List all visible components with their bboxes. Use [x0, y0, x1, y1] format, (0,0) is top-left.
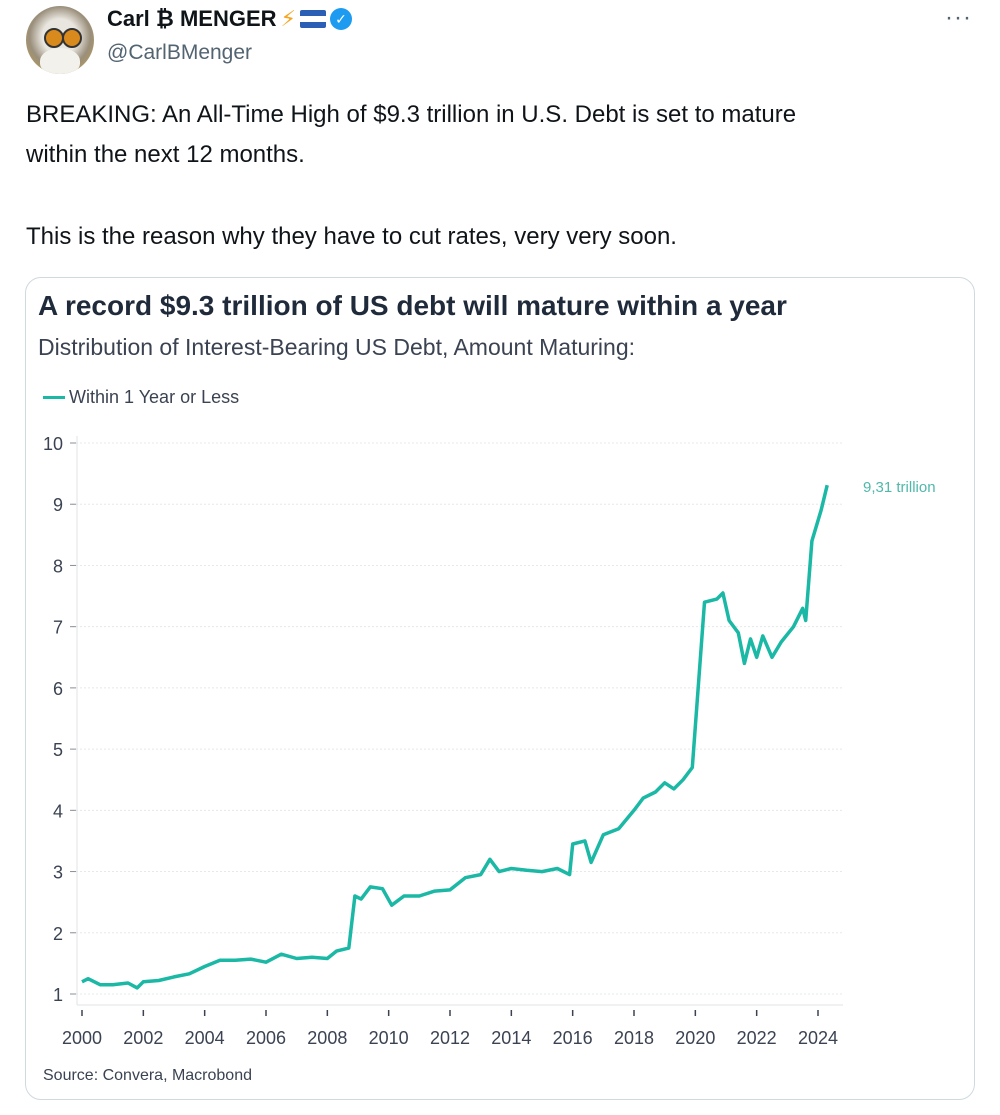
y-tick-label: 8 [53, 556, 63, 576]
chart-title: A record $9.3 trillion of US debt will m… [38, 290, 787, 321]
author-handle[interactable]: @CarlBMenger [107, 41, 253, 64]
y-tick-label: 6 [53, 679, 63, 699]
el-salvador-flag-icon [299, 10, 326, 28]
chart-legend: Within 1 Year or Less [43, 387, 239, 408]
y-tick-label: 2 [53, 924, 63, 944]
y-tick-label: 10 [43, 434, 63, 454]
y-tick-label: 7 [53, 618, 63, 638]
series-line [81, 484, 829, 990]
y-tick-label: 4 [53, 801, 63, 821]
y-tick-label: 3 [53, 863, 63, 883]
x-tick-label: 2018 [614, 1028, 654, 1048]
author-name-text: Carl ₿ MENGER [107, 6, 277, 31]
avatar-beard [40, 48, 80, 74]
y-tick-label: 1 [53, 985, 63, 1005]
x-tick-label: 2006 [246, 1028, 286, 1048]
x-tick-label: 2016 [553, 1028, 593, 1048]
x-tick-label: 2002 [123, 1028, 163, 1048]
tweet-text-line: BREAKING: An All-Time High of $9.3 trill… [26, 101, 797, 128]
end-value-annotation: 9,31 trillion [863, 479, 936, 496]
verified-badge-icon: ✓ [329, 8, 352, 30]
y-tick-label: 9 [53, 495, 63, 515]
y-tick-label: 5 [53, 740, 63, 760]
x-tick-label: 2022 [737, 1028, 777, 1048]
legend-swatch [43, 396, 65, 399]
lightning-icon: ⚡ [280, 6, 296, 31]
more-options-icon[interactable]: ··· [945, 4, 972, 31]
avatar-eye [62, 28, 82, 48]
chart-subtitle: Distribution of Interest-Bearing US Debt… [38, 334, 636, 360]
x-tick-label: 2012 [430, 1028, 470, 1048]
author-name[interactable]: Carl ₿ MENGER ⚡ ✓ [107, 6, 352, 32]
media-card[interactable] [25, 277, 975, 1100]
tweet-text-line: This is the reason why they have to cut … [26, 223, 677, 250]
x-tick-label: 2024 [798, 1028, 838, 1048]
x-tick-label: 2004 [185, 1028, 225, 1048]
legend-label: Within 1 Year or Less [69, 387, 240, 407]
chart-source: Source: Convera, Macrobond [43, 1067, 252, 1084]
tweet-text-line: within the next 12 months. [26, 141, 305, 168]
x-tick-label: 2008 [307, 1028, 347, 1048]
x-tick-label: 2000 [62, 1028, 102, 1048]
x-tick-label: 2010 [369, 1028, 409, 1048]
avatar[interactable] [26, 6, 94, 74]
x-tick-label: 2020 [675, 1028, 715, 1048]
x-tick-label: 2014 [491, 1028, 531, 1048]
